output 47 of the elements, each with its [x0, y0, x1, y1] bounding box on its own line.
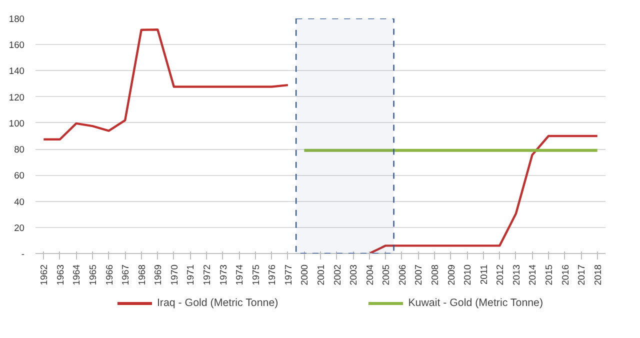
- y-tick-label: 160: [8, 40, 25, 50]
- x-tick-label: 2010: [462, 264, 473, 286]
- y-tick-label: 80: [14, 144, 25, 155]
- x-tick-label: 1967: [120, 264, 131, 286]
- x-tick-label: 2003: [348, 264, 359, 286]
- x-tick-label: 1966: [104, 264, 114, 286]
- x-tick-label: 2012: [495, 264, 506, 286]
- y-tick-label: 40: [14, 196, 25, 207]
- y-tick-label: 100: [8, 118, 25, 128]
- x-tick-label: 2018: [592, 264, 603, 286]
- x-tick-label: 2013: [511, 264, 522, 286]
- y-tick-label: 140: [8, 66, 25, 76]
- x-tick-label: 1969: [153, 264, 164, 286]
- x-tick-label: 1976: [267, 264, 278, 286]
- x-tick-label: 2008: [430, 264, 440, 286]
- y-tick-label: 60: [14, 170, 25, 181]
- x-tick-label: 2011: [478, 264, 489, 285]
- y-tick-label: -: [21, 249, 25, 259]
- x-tick-label: 1965: [88, 264, 98, 286]
- x-tick-label: 2002: [332, 264, 342, 286]
- x-tick-label: 1974: [234, 264, 245, 286]
- x-tick-label: 1962: [39, 264, 50, 286]
- x-tick-label: 2006: [397, 264, 408, 286]
- x-tick-label: 2014: [528, 264, 538, 286]
- x-tick-label: 2015: [544, 264, 554, 286]
- x-tick-label: 1968: [136, 264, 147, 286]
- x-tick-label: 1971: [186, 264, 196, 286]
- x-tick-label: 1970: [169, 264, 180, 286]
- x-tick-label: 2005: [381, 264, 392, 286]
- legend-label: Kuwait - Gold (Metric Tonne): [408, 297, 544, 309]
- x-tick-label: 2016: [560, 264, 570, 286]
- x-tick-label: 1963: [55, 264, 66, 286]
- x-tick-label: 1975: [250, 264, 261, 286]
- x-tick-label: 1973: [218, 264, 228, 286]
- y-tick-label: 120: [8, 92, 25, 102]
- x-tick-label: 2017: [576, 264, 587, 286]
- x-tick-label: 1972: [202, 264, 212, 286]
- x-tick-label: 2000: [300, 264, 310, 286]
- x-tick-label: 2004: [364, 264, 375, 286]
- x-tick-label: 2007: [414, 264, 424, 286]
- x-tick-label: 2009: [446, 264, 456, 286]
- x-tick-label: 1964: [72, 264, 82, 286]
- legend-label: Iraq - Gold (Metric Tonne): [156, 297, 278, 309]
- x-tick-label: 1977: [283, 264, 294, 286]
- x-tick-label: 2001: [316, 264, 326, 286]
- y-tick-label: 20: [14, 222, 25, 233]
- y-tick-label: 180: [8, 14, 25, 24]
